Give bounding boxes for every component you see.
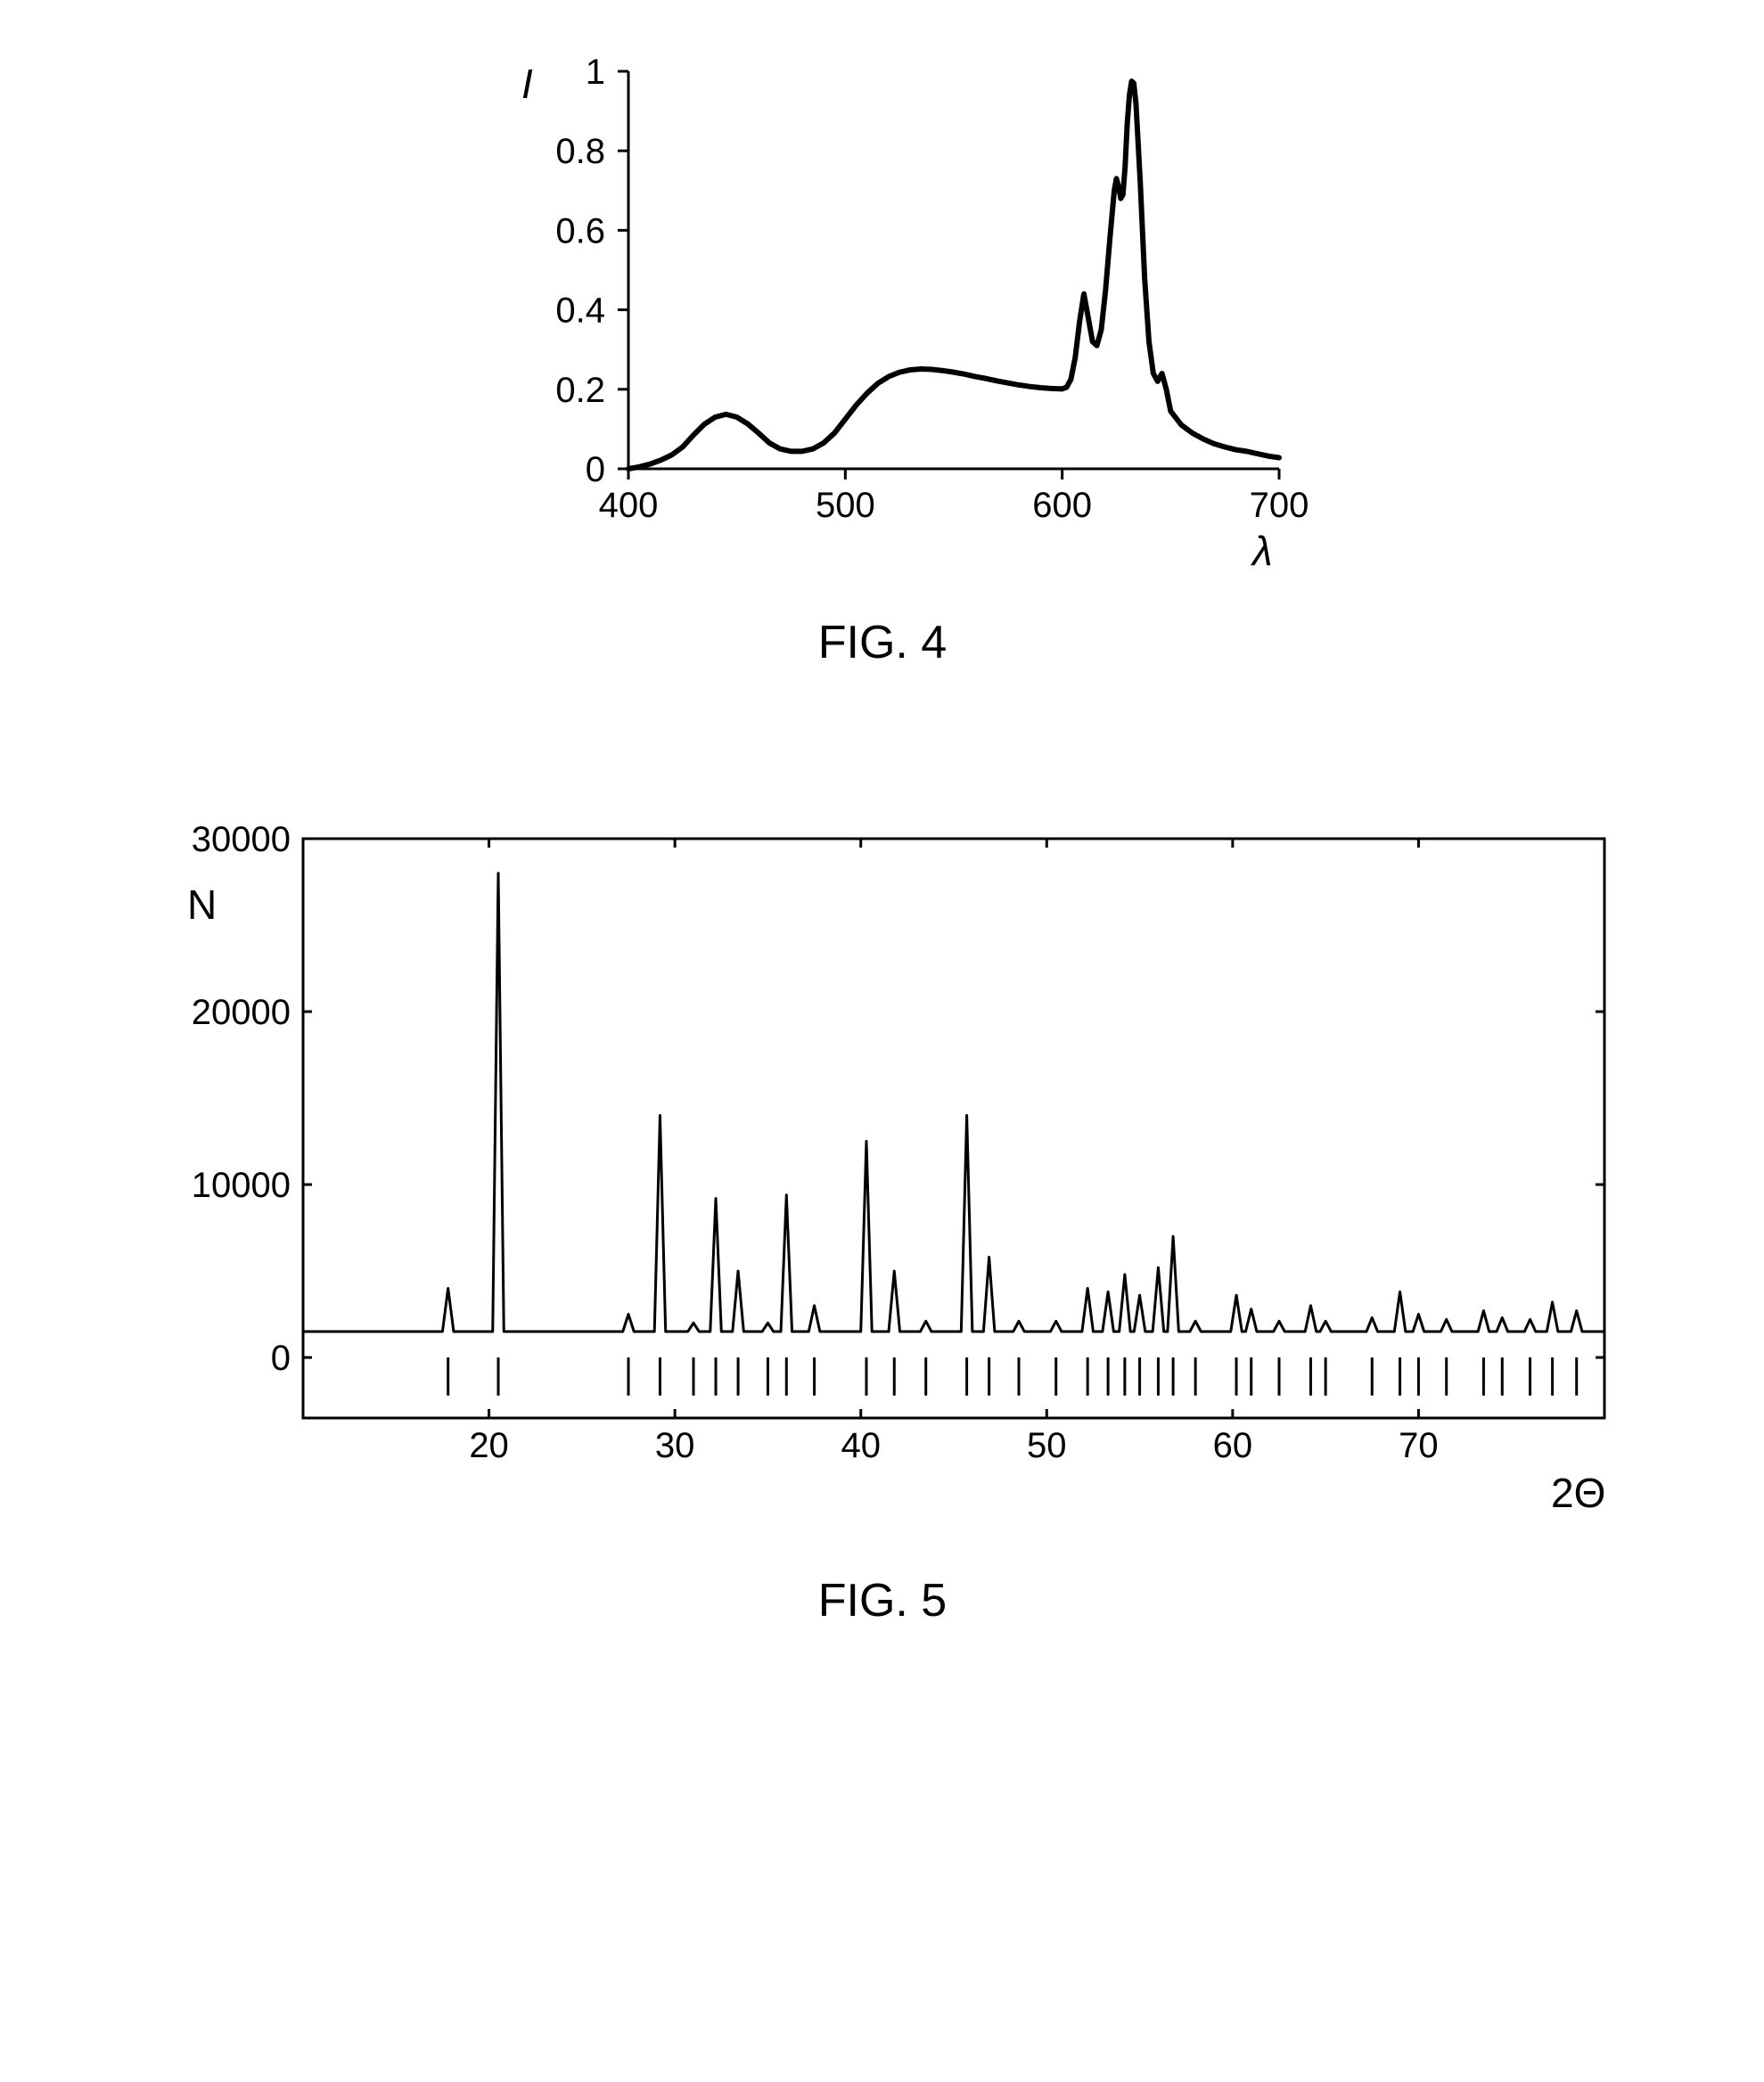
svg-text:2Θ: 2Θ	[1551, 1470, 1605, 1516]
svg-text:50: 50	[1027, 1426, 1067, 1465]
svg-text:30000: 30000	[192, 820, 291, 859]
figure-5-block: 0 10000 20000 30000 20 30 40 50 60 70 N 2Θ FIG. 5	[36, 812, 1729, 1627]
svg-text:0.6: 0.6	[555, 211, 605, 250]
svg-text:500: 500	[816, 486, 875, 525]
page: 0 0.2 0.4 0.6 0.8 1 400 500 600 700 Iλ FIG. 4 0 100…	[36, 36, 1729, 2046]
figure-4-block: 0 0.2 0.4 0.6 0.8 1 400 500 600 700 Iλ FIG. 4	[36, 36, 1729, 669]
svg-text:20: 20	[469, 1426, 509, 1465]
figure-4-caption: FIG. 4	[818, 616, 947, 669]
xrd-chart-svg: 0 10000 20000 30000 20 30 40 50 60 70 N 2Θ	[125, 812, 1640, 1543]
svg-text:600: 600	[1032, 486, 1092, 525]
svg-text:20000: 20000	[192, 993, 291, 1032]
spectrum-chart-svg: 0 0.2 0.4 0.6 0.8 1 400 500 600 700 Iλ	[432, 36, 1333, 585]
svg-text:I: I	[521, 61, 533, 107]
figure-5-caption: FIG. 5	[818, 1574, 947, 1627]
figure-4-chart: 0 0.2 0.4 0.6 0.8 1 400 500 600 700 Iλ	[432, 36, 1333, 589]
svg-text:0.8: 0.8	[555, 132, 605, 171]
svg-text:40: 40	[841, 1426, 881, 1465]
figure-5-chart: 0 10000 20000 30000 20 30 40 50 60 70 N 2Θ	[125, 812, 1640, 1547]
svg-text:30: 30	[655, 1426, 695, 1465]
svg-text:400: 400	[599, 486, 659, 525]
svg-text:λ: λ	[1250, 528, 1273, 574]
svg-text:1: 1	[586, 53, 605, 92]
svg-text:0: 0	[271, 1339, 291, 1378]
svg-text:0: 0	[586, 450, 605, 489]
svg-text:70: 70	[1399, 1426, 1439, 1465]
svg-text:N: N	[187, 881, 217, 928]
svg-text:10000: 10000	[192, 1166, 291, 1205]
svg-text:60: 60	[1213, 1426, 1253, 1465]
svg-text:0.4: 0.4	[555, 291, 605, 331]
svg-text:700: 700	[1250, 486, 1309, 525]
svg-text:0.2: 0.2	[555, 371, 605, 410]
